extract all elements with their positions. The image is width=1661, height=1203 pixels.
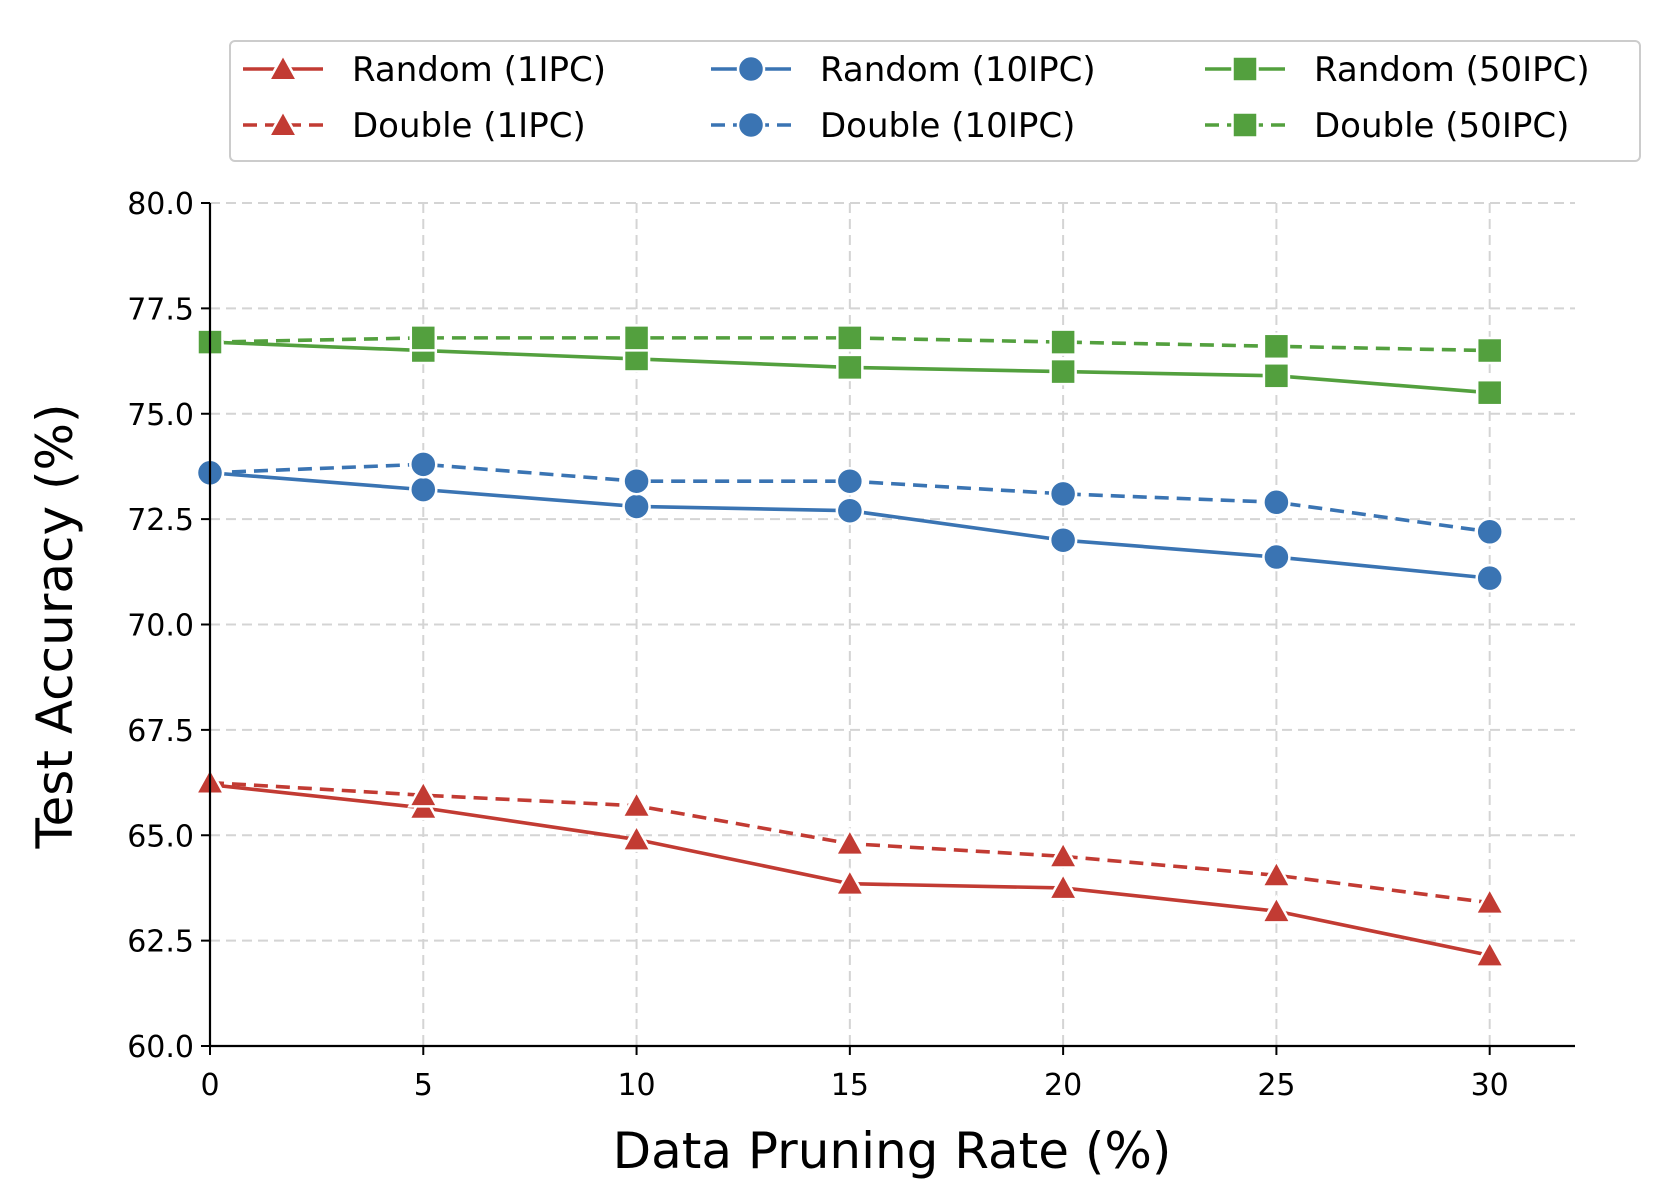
data-point (409, 450, 438, 479)
series-1 (193, 765, 1506, 916)
data-point (835, 466, 865, 496)
grid (209, 202, 1575, 1047)
legend-label: Random (10IPC) (820, 50, 1096, 90)
data-point (836, 324, 864, 352)
series-3 (195, 450, 1504, 547)
y-tick-label: 62.5 (127, 925, 194, 960)
data-point (1473, 938, 1506, 968)
legend-item: Double (1IPC) (243, 106, 586, 146)
x-tick-label: 30 (1471, 1068, 1509, 1103)
data-point (1047, 871, 1080, 901)
data-point (620, 822, 653, 852)
legend-marker (1231, 55, 1259, 83)
legend-marker (736, 110, 766, 140)
legend-marker (266, 52, 300, 82)
legend-frame (229, 40, 1641, 162)
data-point (622, 492, 651, 521)
x-tick-label: 5 (414, 1068, 433, 1103)
data-point (1260, 894, 1293, 924)
data-point (622, 324, 651, 352)
data-point (1475, 517, 1504, 547)
data-point (1475, 378, 1504, 407)
data-point (835, 496, 865, 525)
legend-label: Double (1IPC) (352, 106, 586, 146)
data-point (1262, 542, 1291, 572)
legend: Random (1IPC) Double (1IPC) Random (10IPC)… (229, 40, 1641, 162)
data-point (836, 353, 864, 382)
legend-label: Random (50IPC) (1314, 50, 1590, 90)
legend-marker (266, 108, 300, 138)
legend-item: Random (50IPC) (1205, 50, 1590, 90)
data-point (1049, 328, 1077, 356)
data-point (1048, 525, 1078, 555)
data-point (622, 466, 651, 496)
series-layer (193, 324, 1506, 968)
y-tick-label: 67.5 (127, 714, 194, 749)
y-tick-label: 65.0 (127, 819, 194, 854)
y-tick-label: 80.0 (127, 187, 194, 222)
x-tick-label: 0 (200, 1068, 219, 1103)
legend-label: Double (10IPC) (820, 106, 1075, 146)
legend-item: Double (10IPC) (711, 106, 1075, 146)
y-axis-title: Test Accuracy (%) (26, 403, 84, 849)
data-point (1262, 332, 1291, 361)
y-tick-label: 77.5 (127, 292, 194, 327)
data-point (1475, 563, 1504, 593)
legend-label: Random (1IPC) (352, 50, 606, 90)
data-point (1262, 488, 1291, 517)
x-tick-label: 10 (617, 1068, 655, 1103)
data-point (1262, 362, 1291, 390)
data-point (1260, 858, 1293, 888)
y-tick-label: 75.0 (127, 398, 194, 433)
data-point (409, 475, 438, 504)
series-5 (196, 324, 1504, 365)
x-tick-label: 15 (831, 1068, 869, 1103)
data-point (1048, 479, 1078, 509)
ticks: 0 5 10 15 20 25 30 60.0 62.5 65.0 67.5 70.0 72.5 75.0… (127, 187, 1509, 1103)
x-axis-title: Data Pruning Rate (%) (613, 1122, 1172, 1180)
data-point (833, 867, 866, 897)
legend-marker (736, 54, 766, 84)
x-tick-label: 25 (1257, 1068, 1295, 1103)
data-point (407, 778, 440, 808)
y-tick-label: 60.0 (127, 1030, 194, 1065)
y-tick-label: 70.0 (127, 609, 194, 644)
data-point (620, 789, 653, 819)
legend-label: Double (50IPC) (1314, 106, 1569, 146)
y-tick-label: 72.5 (127, 503, 194, 538)
x-tick-label: 20 (1044, 1068, 1082, 1103)
data-point (1049, 357, 1077, 386)
legend-marker (1231, 111, 1259, 139)
legend-item: Random (1IPC) (243, 50, 606, 90)
data-point (833, 827, 866, 857)
data-point (1475, 336, 1504, 365)
data-point (1473, 886, 1506, 916)
legend-item: Random (10IPC) (711, 50, 1096, 90)
legend-item: Double (50IPC) (1205, 106, 1569, 146)
data-point (1047, 839, 1080, 869)
data-point (409, 324, 438, 352)
